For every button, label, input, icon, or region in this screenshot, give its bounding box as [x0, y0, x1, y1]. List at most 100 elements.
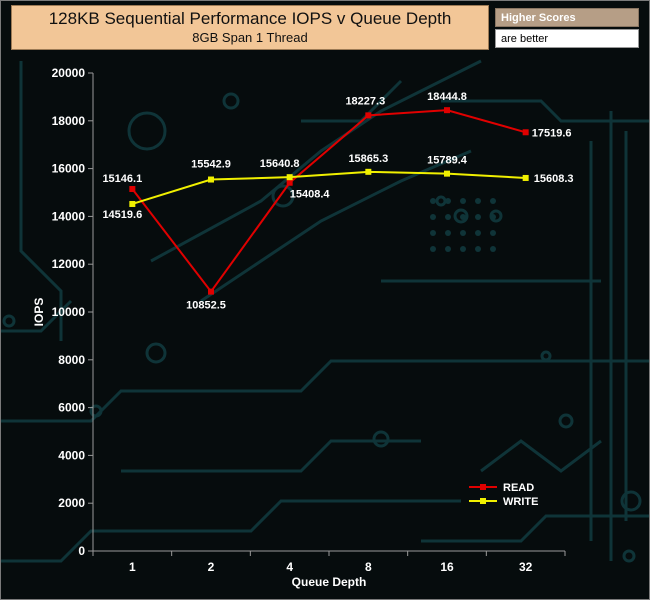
- circuit-dot: [475, 198, 481, 204]
- read-data-label: 15408.4: [290, 189, 331, 201]
- circuit-dot: [430, 246, 436, 252]
- legend: READ WRITE: [469, 482, 538, 508]
- circuit-dot: [445, 214, 451, 220]
- write-data-label: 14519.6: [102, 209, 142, 221]
- y-tick-label: 16000: [52, 162, 86, 176]
- chart-subtitle: 8GB Span 1 Thread: [192, 30, 308, 45]
- circuit-dot: [460, 230, 466, 236]
- read-data-label: 18444.8: [427, 91, 467, 103]
- y-tick-label: 10000: [52, 305, 86, 319]
- circuit-dot: [430, 198, 436, 204]
- circuit-trace: [421, 514, 649, 543]
- y-tick-label: 14000: [52, 209, 86, 223]
- circuit-dot: [490, 230, 496, 236]
- read-point: [444, 107, 450, 114]
- legend-swatch-marker: [480, 484, 486, 490]
- circuit-trace: [1, 499, 461, 563]
- write-line: [132, 170, 526, 205]
- y-tick-label: 8000: [58, 353, 85, 367]
- write-data-label: 15640.8: [260, 158, 300, 170]
- circuit-pad: [453, 208, 469, 224]
- read-data-label: 18227.3: [345, 95, 385, 107]
- chart-title: 128KB Sequential Performance IOPS v Queu…: [48, 9, 452, 28]
- read-data-label: 15146.1: [102, 173, 142, 185]
- circuit-dot: [490, 198, 496, 204]
- circuit-pad: [620, 490, 642, 512]
- circuit-pad: [271, 184, 295, 208]
- circuit-dot: [460, 198, 466, 204]
- circuit-trace: [1, 299, 73, 333]
- x-tick-label: 4: [286, 560, 293, 574]
- circuit-dot: [460, 246, 466, 252]
- write-point: [365, 168, 372, 175]
- circuit-dot: [475, 230, 481, 236]
- circuit-trace: [150, 59, 482, 263]
- circuit-dot: [445, 246, 451, 252]
- y-tick-label: 12000: [52, 257, 86, 271]
- y-tick-label: 20000: [52, 66, 86, 80]
- circuit-trace: [200, 149, 472, 303]
- read-line: [131, 109, 526, 294]
- x-axis-title: Queue Depth: [292, 575, 367, 589]
- legend-label: WRITE: [503, 496, 538, 508]
- circuit-trace: [19, 61, 63, 341]
- series-layer: [129, 107, 529, 295]
- higher-scores-badge: Higher Scores: [495, 8, 639, 27]
- read-point: [208, 288, 214, 295]
- write-data-label: 15542.9: [191, 159, 231, 171]
- circuit-dot: [430, 230, 436, 236]
- x-tick-label: 8: [365, 560, 372, 574]
- write-point: [286, 174, 293, 181]
- write-data-label: 15789.4: [427, 155, 468, 167]
- circuit-pad: [435, 195, 447, 207]
- circuit-dot: [460, 214, 466, 220]
- circuit-pad: [89, 404, 103, 418]
- circuit-pad: [127, 111, 167, 151]
- circuit-pad: [622, 549, 636, 563]
- y-tick-label: 6000: [58, 401, 85, 415]
- write-point: [522, 174, 529, 181]
- circuit-dot: [430, 214, 436, 220]
- circuit-dot: [445, 230, 451, 236]
- write-point: [129, 200, 136, 207]
- circuit-pad: [145, 342, 167, 364]
- x-tick-label: 2: [208, 560, 215, 574]
- legend-label: READ: [503, 482, 534, 494]
- circuit-trace: [441, 99, 649, 123]
- y-tick-label: 18000: [52, 114, 86, 128]
- legend-swatch-marker: [480, 498, 486, 504]
- read-point: [522, 129, 529, 136]
- circuit-pad: [558, 413, 574, 429]
- data-labels: 15146.1 10852.5 15408.4 18227.3 18444.8 17519…: [102, 91, 573, 311]
- write-data-label: 15608.3: [534, 173, 574, 185]
- x-tick-label: 32: [519, 560, 533, 574]
- axes: 0 2000 4000 6000 8000 10000 12000 14000 16000 180…: [32, 66, 566, 589]
- y-axis-title: IOPS: [32, 298, 46, 327]
- x-tick-label: 16: [440, 560, 454, 574]
- circuit-dot: [490, 246, 496, 252]
- circuit-trace: [121, 439, 421, 473]
- circuit-background: [1, 59, 649, 563]
- write-point: [444, 170, 450, 177]
- circuit-trace: [480, 439, 602, 473]
- title-box: 128KB Sequential Performance IOPS v Queu…: [11, 5, 489, 50]
- higher-scores-note: are better: [495, 29, 639, 48]
- circuit-trace: [1, 359, 649, 423]
- read-point: [286, 179, 293, 186]
- circuit-dot: [445, 198, 451, 204]
- read-data-label: 10852.5: [186, 300, 226, 312]
- circuit-dot: [490, 214, 496, 220]
- write-point: [208, 176, 214, 183]
- read-point: [365, 112, 372, 119]
- circuit-pad: [222, 92, 240, 110]
- circuit-pad: [2, 314, 16, 328]
- y-tick-label: 0: [78, 544, 85, 558]
- circuit-pad: [540, 350, 552, 362]
- read-data-label: 17519.6: [532, 127, 572, 139]
- circuit-dot: [475, 214, 481, 220]
- x-tick-label: 1: [129, 560, 136, 574]
- circuit-pad: [372, 430, 390, 448]
- write-data-label: 15865.3: [348, 153, 388, 165]
